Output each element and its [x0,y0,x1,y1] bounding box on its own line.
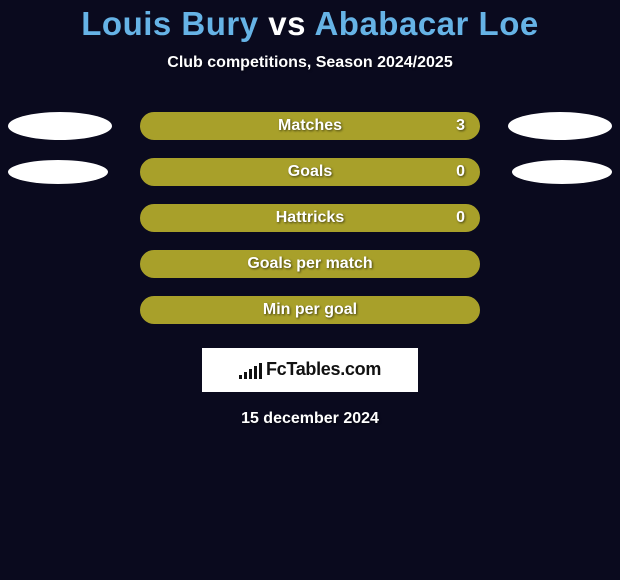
stat-value: 0 [456,163,465,181]
stat-row: Goals per match [0,250,620,278]
stat-row: Min per goal [0,296,620,324]
stat-bar: Min per goal [140,296,480,324]
stat-bar: Hattricks 0 [140,204,480,232]
player1-name: Louis Bury [81,5,258,42]
subtitle: Club competitions, Season 2024/2025 [0,54,620,72]
stat-label: Min per goal [263,301,357,319]
vs-separator: vs [268,5,306,42]
stat-row: Hattricks 0 [0,204,620,232]
stat-label: Hattricks [276,209,344,227]
date-line: 15 december 2024 [0,410,620,428]
right-gutter [480,160,620,184]
left-gutter [0,160,140,184]
logo-text: FcTables.com [266,359,381,380]
player2-marker [508,112,612,140]
bars-icon [239,361,262,379]
stat-rows: Matches 3 Goals 0 Hattricks 0 Goals per match M… [0,112,620,324]
player1-marker [8,160,108,184]
stat-label: Goals per match [247,255,372,273]
player1-marker [8,112,112,140]
stat-value: 3 [456,117,465,135]
comparison-infographic: Louis Bury vs Ababacar Loe Club competit… [0,0,620,580]
stat-bar: Matches 3 [140,112,480,140]
stat-label: Matches [278,117,342,135]
stat-row: Goals 0 [0,158,620,186]
player2-marker [512,160,612,184]
right-gutter [480,112,620,140]
page-title: Louis Bury vs Ababacar Loe [0,4,620,44]
stat-row: Matches 3 [0,112,620,140]
source-logo: FcTables.com [202,348,418,392]
stat-value: 0 [456,209,465,227]
stat-label: Goals [288,163,332,181]
stat-bar: Goals per match [140,250,480,278]
stat-bar: Goals 0 [140,158,480,186]
player2-name: Ababacar Loe [314,5,538,42]
left-gutter [0,112,140,140]
